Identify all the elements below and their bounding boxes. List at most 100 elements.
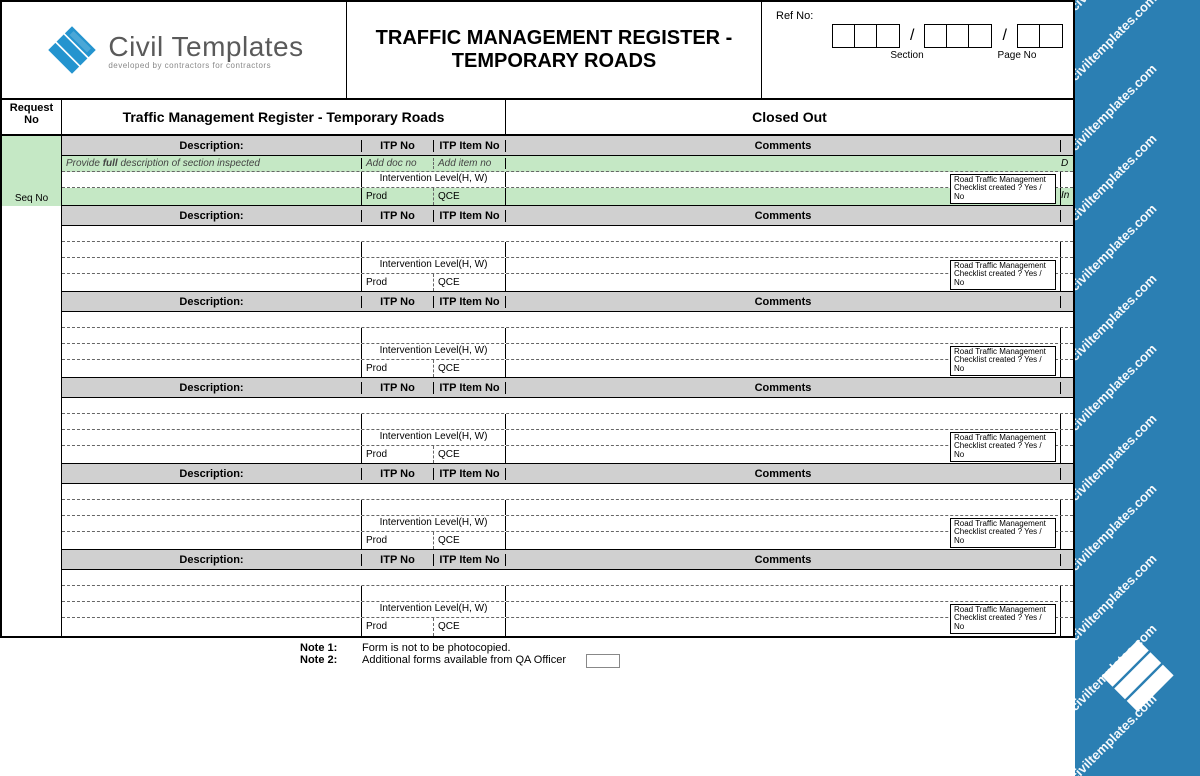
- col-description: Description:: [62, 296, 362, 308]
- prod-cell[interactable]: Prod: [362, 532, 434, 549]
- form-title: TRAFFIC MANAGEMENT REGISTER - TEMPORARY …: [347, 2, 762, 98]
- block-header-row: Description:ITP NoITP Item NoComments: [62, 292, 1073, 312]
- register-block: Description:ITP NoITP Item NoComments Int…: [2, 378, 1073, 464]
- note2-box[interactable]: [586, 654, 620, 668]
- col-itp-no: ITP No: [362, 210, 434, 222]
- ref-group-3[interactable]: [1017, 24, 1063, 48]
- blank-row[interactable]: [62, 500, 1073, 516]
- qce-cell[interactable]: QCE: [434, 446, 506, 463]
- header-row: Civil Templates developed by contractors…: [0, 0, 1075, 98]
- intervention-row: Intervention Level(H, W)Road Traffic Man…: [62, 258, 1073, 274]
- request-no-heading: Request No: [2, 100, 62, 134]
- register-block: Description:ITP NoITP Item NoComments Int…: [2, 206, 1073, 292]
- band-right: Closed Out: [506, 100, 1073, 134]
- data-row-1[interactable]: [62, 312, 1073, 328]
- col-comments: Comments: [506, 210, 1061, 222]
- watermark-band: civiltemplates.comciviltemplates.comcivi…: [1075, 0, 1200, 776]
- col-itp-item-no: ITP Item No: [434, 140, 506, 152]
- ref-group-2[interactable]: [924, 24, 992, 48]
- col-itp-no: ITP No: [362, 468, 434, 480]
- register-block: Description:ITP NoITP Item NoComments Int…: [2, 464, 1073, 550]
- col-itp-no: ITP No: [362, 554, 434, 566]
- prod-qce-row[interactable]: ProdQCEIn: [62, 188, 1073, 206]
- register-block: Seq NoDescription:ITP NoITP Item NoComme…: [2, 136, 1073, 206]
- logo-cell: Civil Templates developed by contractors…: [2, 2, 347, 98]
- seq-col: [2, 378, 62, 464]
- ref-group-1[interactable]: [832, 24, 900, 48]
- col-itp-no: ITP No: [362, 140, 434, 152]
- col-itp-item-no: ITP Item No: [434, 554, 506, 566]
- footnotes: Note 1: Form is not to be photocopied. No…: [300, 638, 1075, 668]
- ref-cell: Ref No: / / Section Page No: [762, 2, 1073, 98]
- col-description: Description:: [62, 468, 362, 480]
- section-label: Section: [832, 50, 982, 61]
- col-itp-item-no: ITP Item No: [434, 468, 506, 480]
- col-itp-no: ITP No: [362, 296, 434, 308]
- col-comments: Comments: [506, 296, 1061, 308]
- qce-cell[interactable]: QCE: [434, 188, 506, 205]
- qce-cell[interactable]: QCE: [434, 274, 506, 291]
- data-row-1[interactable]: [62, 570, 1073, 586]
- data-row-1[interactable]: Provide full description of section insp…: [62, 156, 1073, 172]
- prod-qce-row[interactable]: ProdQCE: [62, 360, 1073, 378]
- col-description: Description:: [62, 210, 362, 222]
- blank-row[interactable]: [62, 242, 1073, 258]
- ref-label: Ref No:: [776, 10, 813, 22]
- col-itp-item-no: ITP Item No: [434, 382, 506, 394]
- intervention-row: Intervention Level(H, W)Road Traffic Man…: [62, 602, 1073, 618]
- data-row-1[interactable]: [62, 398, 1073, 414]
- register-block: Description:ITP NoITP Item NoComments Int…: [2, 292, 1073, 378]
- prod-cell[interactable]: Prod: [362, 188, 434, 205]
- blank-row[interactable]: [62, 328, 1073, 344]
- intervention-row: Intervention Level(H, W)Road Traffic Man…: [62, 344, 1073, 360]
- prod-qce-row[interactable]: ProdQCE: [62, 532, 1073, 550]
- register-block: Description:ITP NoITP Item NoComments Int…: [2, 550, 1073, 636]
- prod-cell[interactable]: Prod: [362, 274, 434, 291]
- note2-text: Additional forms available from QA Offic…: [362, 654, 566, 668]
- seq-col: [2, 292, 62, 378]
- prod-qce-row[interactable]: ProdQCE: [62, 446, 1073, 464]
- note2-label: Note 2:: [300, 654, 350, 668]
- blank-row[interactable]: [62, 586, 1073, 602]
- logo-icon: [44, 22, 100, 78]
- data-row-1[interactable]: [62, 484, 1073, 500]
- prod-qce-row[interactable]: ProdQCE: [62, 274, 1073, 292]
- col-description: Description:: [62, 382, 362, 394]
- qce-cell[interactable]: QCE: [434, 532, 506, 549]
- col-itp-no: ITP No: [362, 382, 434, 394]
- intervention-row: Intervention Level(H, W)Road Traffic Man…: [62, 430, 1073, 446]
- data-row-1[interactable]: [62, 226, 1073, 242]
- qce-cell[interactable]: QCE: [434, 618, 506, 636]
- col-description: Description:: [62, 554, 362, 566]
- col-comments: Comments: [506, 468, 1061, 480]
- intervention-row: Intervention Level(H, W)Road Traffic Man…: [62, 516, 1073, 532]
- register-blocks: Seq NoDescription:ITP NoITP Item NoComme…: [0, 134, 1075, 638]
- band-mid: Traffic Management Register - Temporary …: [62, 100, 506, 134]
- seq-col: Seq No: [2, 136, 62, 206]
- block-header-row: Description:ITP NoITP Item NoComments: [62, 550, 1073, 570]
- block-header-row: Description:ITP NoITP Item NoComments: [62, 464, 1073, 484]
- page-label: Page No: [982, 50, 1052, 61]
- watermark-logo-icon: [1081, 619, 1194, 732]
- note1-label: Note 1:: [300, 642, 350, 654]
- intervention-row: Intervention Level(H, W)Road Traffic Man…: [62, 172, 1073, 188]
- col-itp-item-no: ITP Item No: [434, 210, 506, 222]
- seq-col: [2, 464, 62, 550]
- prod-qce-row[interactable]: ProdQCE: [62, 618, 1073, 636]
- note1-text: Form is not to be photocopied.: [362, 642, 511, 654]
- block-header-row: Description:ITP NoITP Item NoComments: [62, 378, 1073, 398]
- block-header-row: Description:ITP NoITP Item NoComments: [62, 206, 1073, 226]
- logo-text: Civil Templates: [108, 31, 303, 63]
- band-row: Request No Traffic Management Register -…: [0, 98, 1075, 134]
- col-comments: Comments: [506, 554, 1061, 566]
- prod-cell[interactable]: Prod: [362, 360, 434, 377]
- seq-col: [2, 206, 62, 292]
- seq-col: [2, 550, 62, 636]
- blank-row[interactable]: [62, 414, 1073, 430]
- form-page: Civil Templates developed by contractors…: [0, 0, 1075, 668]
- col-comments: Comments: [506, 140, 1061, 152]
- qce-cell[interactable]: QCE: [434, 360, 506, 377]
- col-itp-item-no: ITP Item No: [434, 296, 506, 308]
- prod-cell[interactable]: Prod: [362, 446, 434, 463]
- prod-cell[interactable]: Prod: [362, 618, 434, 636]
